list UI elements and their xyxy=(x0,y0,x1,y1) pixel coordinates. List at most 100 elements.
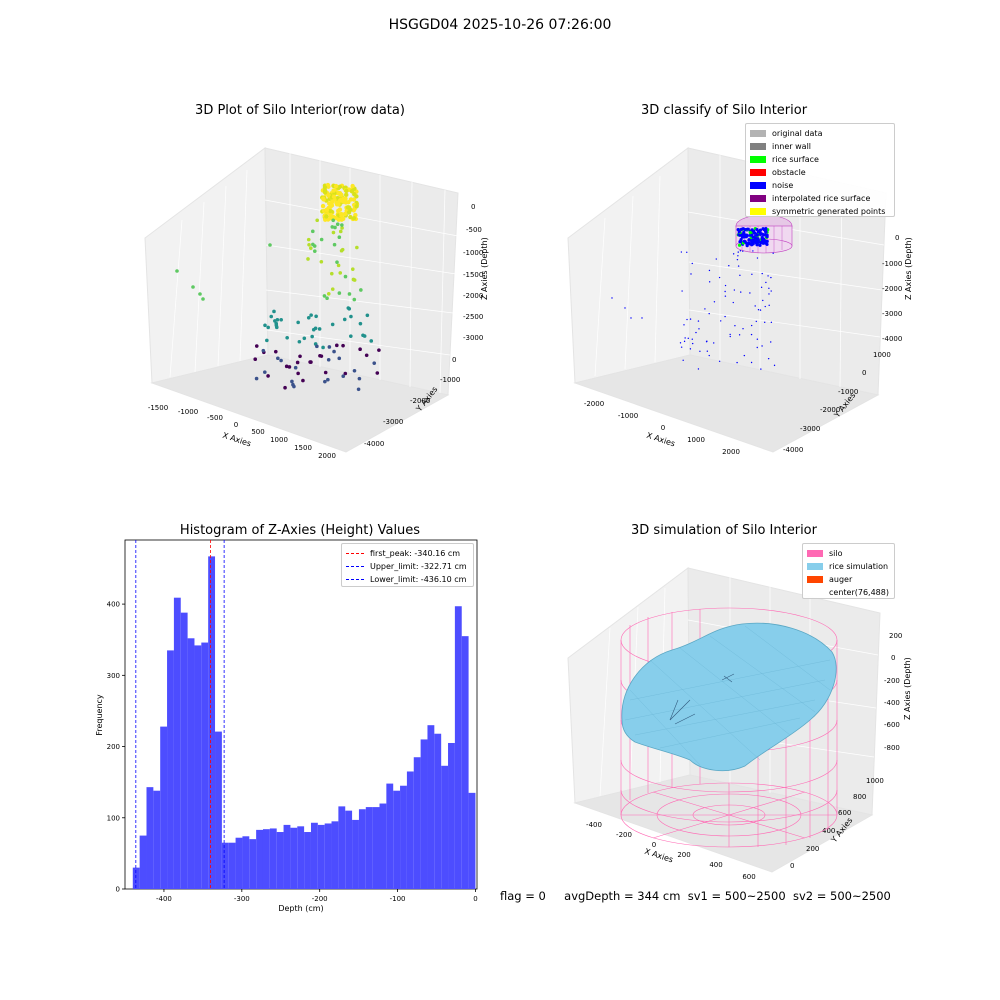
chart-2-legend: original data inner wall rice surface ob… xyxy=(745,123,895,217)
svg-text:0: 0 xyxy=(891,654,895,662)
data-point xyxy=(724,295,727,297)
histogram-bar xyxy=(215,731,222,889)
data-point xyxy=(364,353,369,358)
data-point xyxy=(354,204,359,209)
data-point xyxy=(253,357,258,362)
data-point xyxy=(736,361,738,364)
histogram-bar xyxy=(249,839,257,889)
histogram-bar xyxy=(201,642,209,889)
chart-4-legend: silo rice simulation auger center(76,488… xyxy=(802,543,895,599)
data-point xyxy=(279,358,283,363)
data-point xyxy=(343,192,349,198)
data-point xyxy=(761,345,763,347)
chart-3-xticks: -400 -300 -200 -100 0 xyxy=(156,889,478,903)
chart-1-panes xyxy=(144,147,459,453)
data-point xyxy=(352,192,357,197)
svg-text:400: 400 xyxy=(822,827,835,835)
data-point xyxy=(715,258,717,260)
data-point xyxy=(309,313,313,317)
data-point xyxy=(322,294,327,298)
data-point xyxy=(768,287,770,289)
data-point xyxy=(680,346,683,348)
data-point xyxy=(329,203,335,208)
data-point xyxy=(340,247,345,252)
data-point xyxy=(320,203,326,209)
svg-text:-4000: -4000 xyxy=(783,446,803,454)
data-point xyxy=(713,301,716,303)
data-point xyxy=(331,194,337,199)
data-point xyxy=(687,337,689,340)
histogram-bar xyxy=(194,645,202,889)
histogram-bar xyxy=(352,819,359,889)
data-point xyxy=(332,242,337,247)
svg-text:-4000: -4000 xyxy=(882,335,902,343)
legend-item-silo: silo xyxy=(807,547,890,560)
data-point xyxy=(352,368,357,373)
data-point xyxy=(739,250,742,252)
data-point xyxy=(375,371,380,375)
data-point xyxy=(691,342,694,345)
data-point xyxy=(756,346,758,349)
data-point xyxy=(686,251,688,254)
sv2-text: sv2 = 500~2500 xyxy=(792,889,891,903)
data-point xyxy=(330,225,335,229)
chart-3-vlines xyxy=(135,540,225,889)
svg-text:-2000: -2000 xyxy=(584,400,604,408)
data-point xyxy=(744,235,748,239)
histogram-bar xyxy=(139,835,147,889)
x-tick-label: -100 xyxy=(390,895,406,903)
data-point xyxy=(754,305,756,307)
legend-item-symmetric: symmetric generated points xyxy=(750,205,890,218)
data-point xyxy=(706,350,709,352)
data-point xyxy=(328,208,333,214)
data-point xyxy=(764,321,766,324)
data-point xyxy=(755,239,759,243)
data-point xyxy=(760,286,763,289)
svg-text:-200: -200 xyxy=(616,831,632,839)
legend-item-inner-wall: inner wall xyxy=(750,140,890,153)
data-point xyxy=(331,188,336,193)
histogram-bar xyxy=(262,829,270,889)
data-point xyxy=(742,328,744,330)
data-point xyxy=(269,314,274,319)
data-point xyxy=(337,198,343,203)
svg-text:-1500: -1500 xyxy=(463,271,483,279)
data-point xyxy=(313,249,317,254)
data-point xyxy=(348,214,353,220)
data-point xyxy=(329,271,334,276)
data-point xyxy=(737,255,739,257)
data-point xyxy=(335,260,339,264)
svg-text:-500: -500 xyxy=(466,226,482,234)
data-point xyxy=(342,211,348,217)
data-point xyxy=(327,345,332,349)
data-point xyxy=(708,312,710,315)
svg-text:-500: -500 xyxy=(207,414,223,422)
data-point xyxy=(761,272,763,275)
data-point xyxy=(757,308,760,311)
data-point xyxy=(773,364,776,367)
data-point xyxy=(732,301,734,304)
svg-text:200: 200 xyxy=(677,851,690,859)
data-point xyxy=(335,343,339,348)
data-point xyxy=(348,197,354,202)
data-point xyxy=(753,236,758,240)
legend-item-center: center(76,488) xyxy=(807,586,890,599)
data-point xyxy=(276,356,280,361)
data-point xyxy=(770,341,772,343)
data-point xyxy=(357,376,362,381)
data-point xyxy=(729,333,731,336)
data-point xyxy=(751,273,753,275)
data-point xyxy=(323,379,327,384)
data-point xyxy=(705,341,708,343)
histogram-bar xyxy=(393,790,401,889)
data-point xyxy=(350,267,355,271)
histogram-bar xyxy=(461,636,469,889)
histogram-bar xyxy=(400,785,407,889)
svg-text:-600: -600 xyxy=(884,721,900,729)
data-point xyxy=(611,297,613,299)
flag-text: flag = 0 xyxy=(500,889,546,903)
data-point xyxy=(337,207,343,212)
data-point xyxy=(351,208,356,213)
data-point xyxy=(341,343,345,348)
swatch-rice-simulation xyxy=(807,563,823,570)
